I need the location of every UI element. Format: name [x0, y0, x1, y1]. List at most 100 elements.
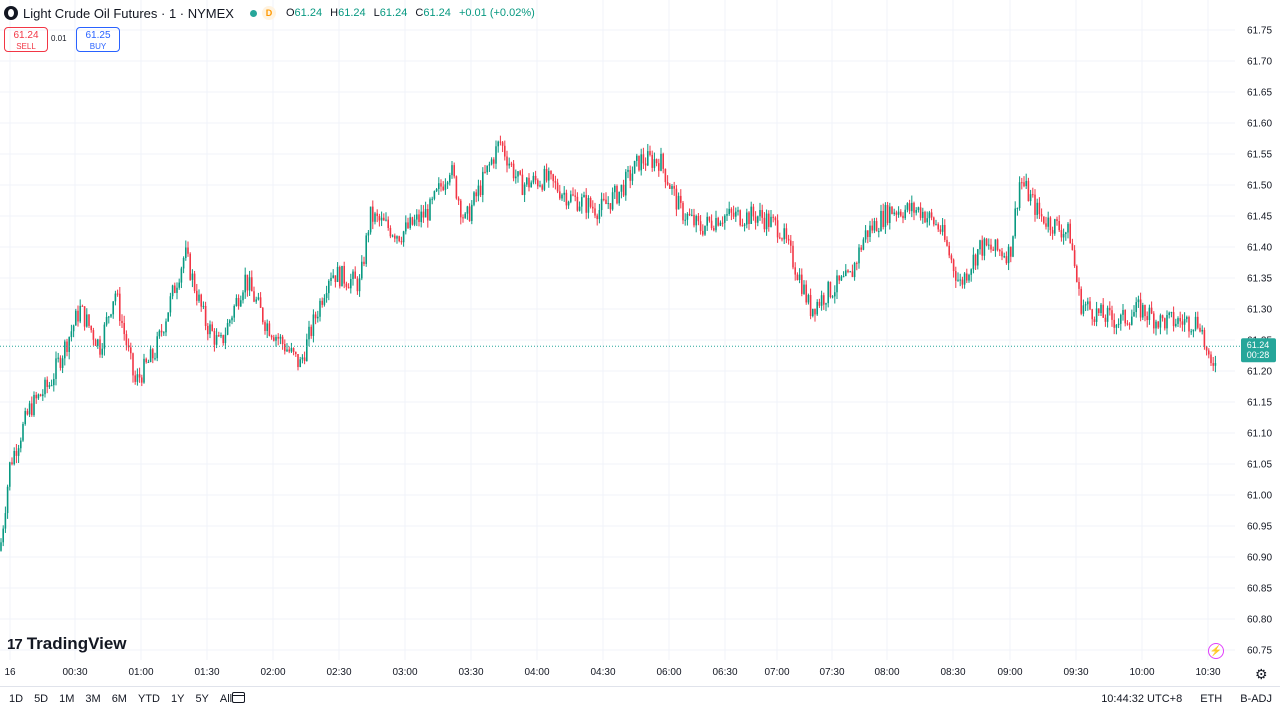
y-tick-label: 61.75	[1247, 26, 1272, 37]
candle-body	[510, 163, 513, 165]
candle-body	[292, 348, 295, 352]
candle-body	[198, 294, 200, 301]
candle-body	[229, 320, 231, 323]
candle-body	[299, 359, 301, 368]
candle-body	[39, 394, 42, 397]
candle-body	[53, 378, 55, 386]
candle-body	[145, 358, 147, 363]
candle-body	[609, 203, 612, 210]
range-button-5d[interactable]: 5D	[34, 693, 49, 705]
candle-body	[988, 244, 990, 246]
candle-body	[1201, 329, 1203, 332]
candle-body	[422, 211, 425, 218]
y-tick-label: 61.65	[1247, 88, 1272, 99]
candle-body	[592, 206, 594, 209]
candle-body	[501, 142, 504, 146]
candle-body	[556, 182, 559, 192]
range-button-6m[interactable]: 6M	[111, 693, 127, 705]
candle-body	[752, 206, 755, 217]
candle-body	[867, 230, 869, 237]
candle-body	[893, 212, 895, 214]
candlestick-series	[0, 135, 1217, 552]
candle-body	[284, 343, 286, 352]
candle-body	[11, 462, 13, 465]
candle-body	[44, 379, 46, 395]
candle-body	[409, 217, 411, 228]
tradingview-logo[interactable]: 17 TradingView	[7, 634, 127, 654]
candle-body	[717, 217, 719, 226]
clock-time[interactable]: 10:44:32 UTC+8	[1101, 693, 1183, 705]
candle-body	[20, 440, 22, 449]
range-button-3m[interactable]: 3M	[85, 693, 101, 705]
candle-body	[614, 185, 616, 193]
y-tick-label: 60.95	[1247, 522, 1272, 533]
candle-body	[431, 198, 433, 200]
candle-body	[693, 214, 695, 226]
candle-body	[658, 163, 660, 171]
candle-body	[853, 262, 856, 278]
x-tick-label: 09:00	[997, 667, 1022, 678]
y-tick-label: 61.15	[1247, 398, 1272, 409]
candle-body	[9, 462, 11, 487]
range-button-ytd[interactable]: YTD	[137, 693, 160, 705]
candle-body	[746, 212, 748, 225]
sell-button[interactable]: 61.24 SELL	[4, 27, 48, 52]
candle-body	[644, 163, 647, 166]
candle-body	[730, 208, 733, 213]
adjustment-toggle[interactable]: B-ADJ	[1240, 693, 1272, 705]
candle-body	[77, 310, 79, 322]
lightning-icon[interactable]: ⚡	[1208, 643, 1224, 659]
candle-body	[224, 334, 227, 344]
y-tick-label: 60.85	[1247, 584, 1272, 595]
x-tick-label: 07:30	[819, 667, 844, 678]
range-button-1d[interactable]: 1D	[9, 693, 24, 705]
candle-body	[737, 210, 739, 212]
candle-body	[233, 305, 235, 318]
candle-body	[1157, 321, 1159, 328]
calendar-icon[interactable]	[232, 692, 245, 703]
candle-body	[880, 210, 882, 232]
data-mode-badge: D	[261, 6, 276, 20]
candle-body	[950, 255, 953, 260]
candle-body	[442, 186, 444, 190]
candle-body	[319, 300, 321, 317]
candle-body	[1089, 301, 1091, 310]
candle-body	[660, 153, 662, 171]
candle-body	[963, 273, 966, 285]
candle-body	[75, 310, 77, 326]
bar-countdown-label: 00:28	[1247, 350, 1270, 360]
candle-body	[167, 312, 169, 322]
range-button-1m[interactable]: 1M	[59, 693, 75, 705]
candle-body	[1205, 346, 1208, 351]
candle-body	[930, 212, 933, 218]
candle-body	[1084, 304, 1087, 306]
candle-body	[851, 271, 854, 278]
candle-body	[1098, 308, 1100, 314]
candle-body	[1038, 202, 1041, 215]
candle-body	[803, 284, 805, 294]
candle-body	[479, 185, 482, 195]
candle-body	[686, 213, 689, 220]
candle-body	[594, 208, 596, 216]
candle-body	[92, 330, 95, 340]
session-toggle[interactable]: ETH	[1200, 693, 1223, 705]
candle-body	[816, 301, 818, 315]
symbol-title[interactable]: Light Crude Oil Futures · 1 · NYMEX	[23, 5, 234, 21]
candle-body	[889, 206, 891, 223]
candle-body	[831, 296, 834, 298]
range-button-all[interactable]: All	[219, 693, 233, 705]
candle-body	[418, 214, 420, 223]
range-button-5y[interactable]: 5Y	[195, 693, 209, 705]
candle-body	[110, 314, 112, 317]
candle-body	[114, 293, 117, 302]
gear-icon[interactable]: ⚙	[1255, 666, 1268, 682]
candle-body	[350, 279, 352, 289]
candle-body	[1056, 219, 1058, 221]
range-button-1y[interactable]: 1Y	[170, 693, 185, 705]
candle-body	[435, 188, 438, 192]
buy-button[interactable]: 61.25 BUY	[76, 27, 120, 52]
candle-body	[328, 280, 330, 294]
candle-body	[944, 224, 946, 240]
